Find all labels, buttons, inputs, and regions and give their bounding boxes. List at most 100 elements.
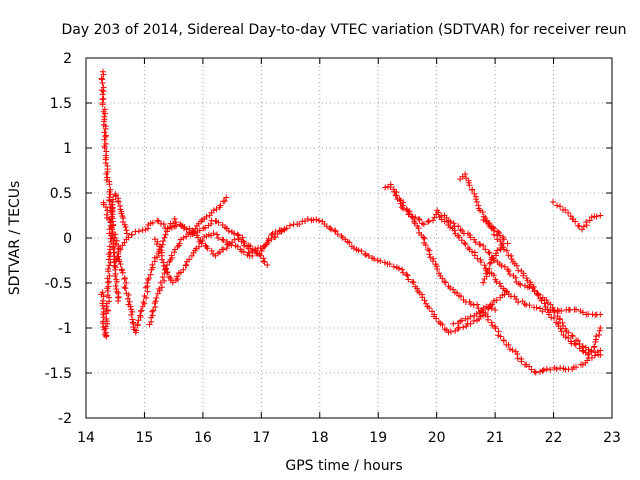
data-point	[196, 238, 203, 245]
data-point	[106, 272, 113, 279]
data-point	[180, 234, 187, 241]
series-s10	[549, 198, 604, 233]
data-point	[597, 212, 604, 219]
data-point	[160, 238, 167, 245]
data-point	[100, 88, 107, 95]
y-tick-label: -0.5	[45, 276, 72, 292]
data-point	[105, 256, 112, 263]
data-point	[419, 294, 426, 301]
data-point	[422, 300, 429, 307]
data-point	[505, 252, 512, 259]
data-point	[531, 368, 538, 375]
data-point	[203, 213, 210, 220]
data-point	[460, 324, 467, 331]
data-point	[579, 347, 586, 354]
data-point	[513, 262, 520, 269]
data-point	[107, 235, 114, 242]
data-point	[304, 215, 311, 222]
data-point	[467, 234, 474, 241]
data-point	[111, 234, 118, 241]
y-tick-label: 2	[63, 51, 72, 67]
x-tick-label: 22	[545, 430, 563, 446]
data-point	[583, 222, 590, 229]
data-point	[514, 355, 521, 362]
data-point	[461, 239, 468, 246]
data-point	[149, 261, 156, 268]
data-point	[472, 239, 479, 246]
data-point	[470, 318, 477, 325]
data-point	[313, 216, 320, 223]
data-point	[257, 252, 264, 259]
data-point	[111, 262, 118, 269]
series-s7	[434, 207, 604, 358]
x-tick-label: 14	[77, 430, 95, 446]
data-point	[458, 317, 465, 324]
data-point	[163, 228, 170, 235]
data-point	[99, 91, 106, 98]
data-point	[156, 243, 163, 250]
data-point	[152, 298, 159, 305]
data-point	[520, 272, 527, 279]
data-point	[577, 307, 584, 314]
data-point	[386, 261, 393, 268]
data-point	[597, 352, 604, 358]
data-point	[480, 242, 487, 249]
data-point	[504, 240, 511, 247]
data-point	[395, 265, 402, 272]
data-point	[536, 368, 543, 375]
data-point	[487, 223, 494, 230]
data-point	[576, 223, 583, 230]
data-point	[551, 309, 558, 316]
data-point	[269, 230, 276, 237]
data-point	[140, 299, 147, 306]
x-tick-label: 19	[369, 430, 387, 446]
data-point	[490, 297, 497, 304]
data-point	[393, 192, 400, 199]
data-point	[105, 266, 112, 273]
y-tick-label: 0.5	[50, 186, 72, 202]
data-point	[163, 269, 170, 276]
data-point	[141, 292, 148, 299]
data-point	[101, 136, 108, 143]
data-point	[580, 223, 587, 230]
data-point	[260, 258, 267, 265]
data-point	[450, 320, 457, 327]
data-point	[217, 202, 224, 209]
data-point	[103, 315, 110, 322]
data-point	[137, 313, 144, 320]
data-point	[121, 239, 128, 246]
x-tick-label: 16	[194, 430, 212, 446]
data-point	[592, 349, 599, 356]
data-point	[171, 249, 178, 256]
data-point	[558, 308, 565, 315]
data-point	[281, 226, 288, 232]
data-point	[415, 215, 422, 222]
data-point	[498, 262, 505, 269]
series-s11	[450, 301, 499, 327]
data-point	[481, 262, 488, 269]
data-point	[462, 241, 469, 248]
data-point	[113, 237, 120, 244]
data-point	[164, 262, 171, 269]
data-point	[168, 252, 175, 259]
data-point	[188, 252, 195, 259]
data-point	[100, 71, 107, 78]
x-tick-label: 21	[486, 430, 504, 446]
data-point	[473, 196, 480, 203]
data-point	[196, 227, 203, 234]
data-point	[106, 216, 113, 223]
data-point	[579, 309, 586, 316]
data-point	[122, 285, 129, 292]
data-point	[450, 220, 457, 227]
data-point	[128, 311, 135, 318]
data-point	[487, 301, 494, 308]
data-point	[478, 308, 485, 315]
data-point	[221, 197, 228, 204]
data-point	[362, 251, 369, 258]
data-point	[128, 231, 135, 238]
data-point	[108, 238, 115, 245]
data-point	[381, 259, 388, 266]
data-point	[125, 291, 132, 298]
data-point	[117, 245, 124, 252]
data-point	[425, 217, 432, 224]
